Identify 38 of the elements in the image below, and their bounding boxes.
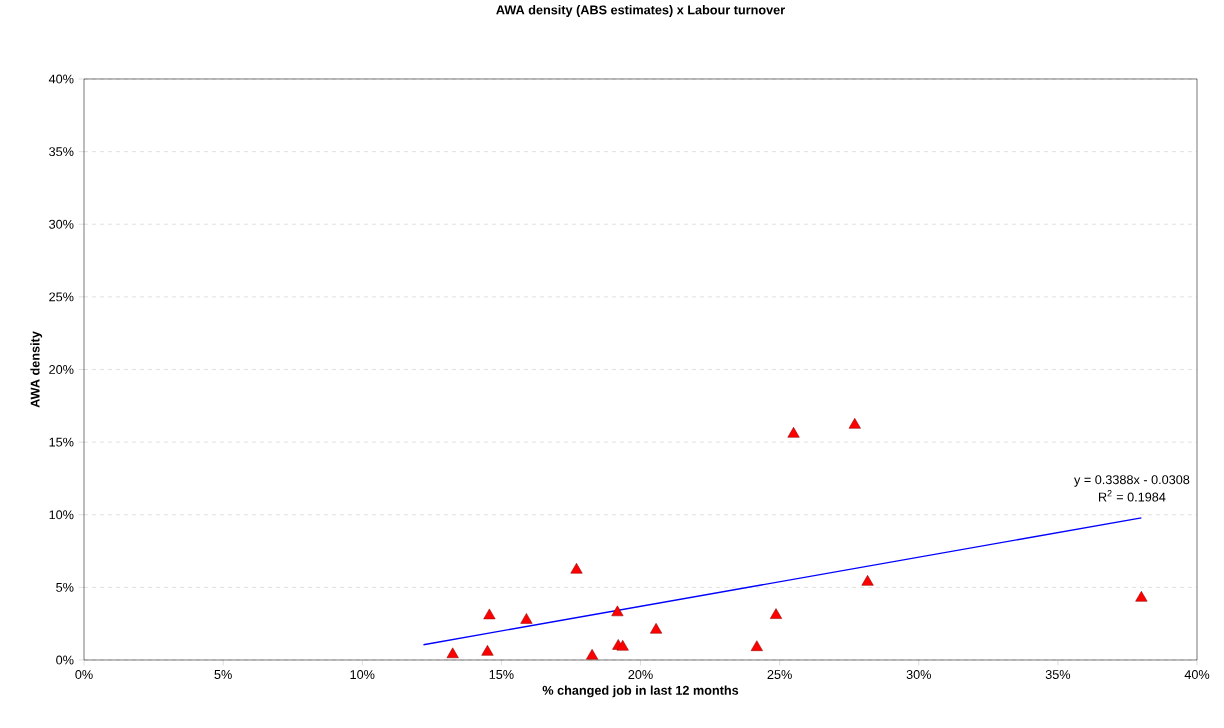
- point: [483, 608, 496, 620]
- x-tick-label: 10%: [350, 670, 375, 680]
- x-tick-label: 35%: [1045, 670, 1071, 680]
- x-tick-label: 30%: [906, 670, 931, 680]
- y-tick-label: 20%: [49, 365, 74, 374]
- point: [787, 427, 800, 438]
- point: [586, 648, 599, 660]
- y-tick-label: 25%: [49, 292, 74, 302]
- chart-title: AWA density (ABS estimates) x Labour turnover: [496, 5, 785, 17]
- point: [446, 647, 459, 659]
- point: [750, 640, 763, 651]
- y-tick-label: 30%: [49, 219, 74, 229]
- y-axis-title: AWA density: [30, 331, 43, 408]
- x-tick-label: 5%: [214, 670, 232, 679]
- point: [520, 613, 533, 624]
- point: [861, 575, 874, 586]
- point: [616, 639, 629, 651]
- point: [848, 418, 861, 429]
- point: [611, 605, 624, 617]
- point: [769, 608, 783, 619]
- annotation: R$^{2}$ = 0.1984: [1099, 490, 1166, 502]
- point: [1135, 591, 1148, 602]
- point: [570, 563, 583, 574]
- y-tick-label: 0%: [56, 655, 74, 665]
- annotation: y = 0.3388x - 0.0308: [1074, 475, 1190, 487]
- point: [650, 623, 663, 634]
- y-tick-label: 5%: [56, 582, 74, 592]
- x-tick-label: 15%: [489, 670, 514, 679]
- y-tick-label: 40%: [48, 74, 74, 84]
- x-tick-label: 0%: [75, 670, 93, 680]
- point: [481, 645, 494, 656]
- x-axis-title: % changed job in last 12 months: [542, 685, 739, 698]
- x-tick-label: 25%: [767, 670, 792, 680]
- y-tick-label: 35%: [49, 147, 74, 157]
- y-tick-label: 15%: [49, 437, 74, 447]
- x-tick-label: 40%: [1184, 670, 1210, 680]
- y-tick-label: 10%: [49, 510, 74, 520]
- x-tick-label: 20%: [628, 670, 653, 680]
